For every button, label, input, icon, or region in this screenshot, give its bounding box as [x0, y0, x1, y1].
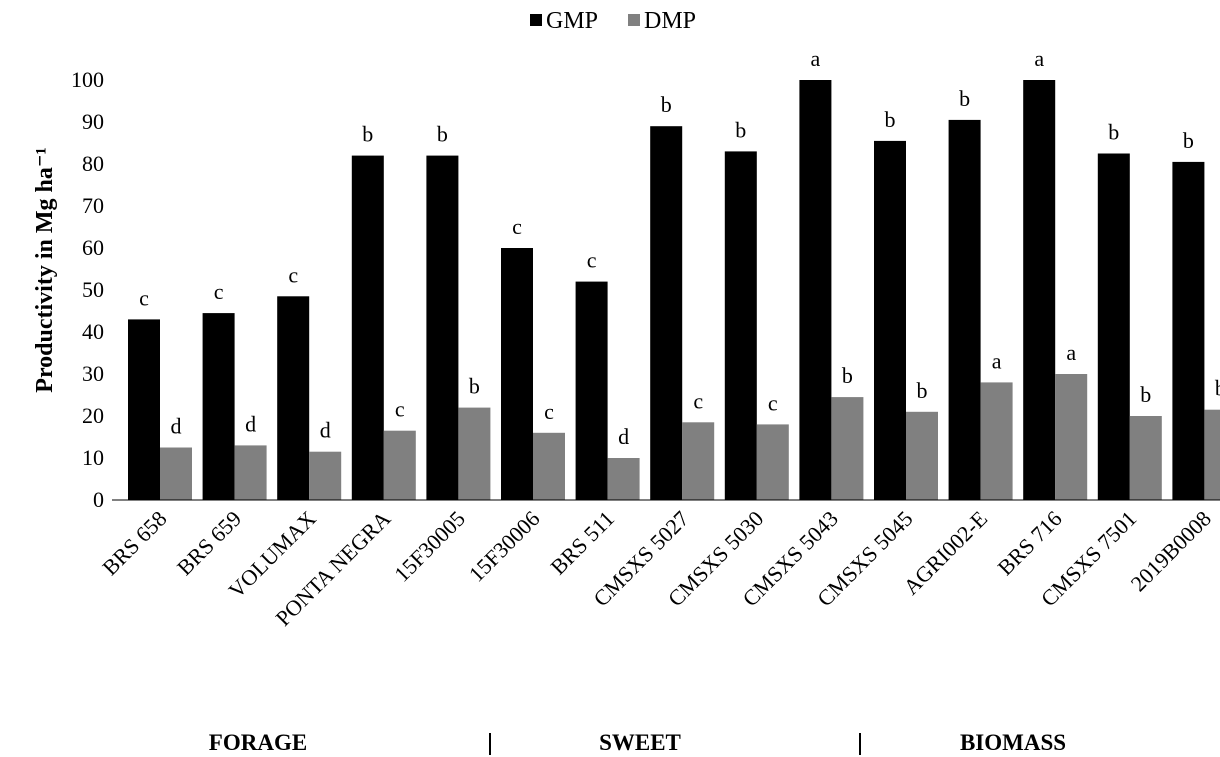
- bar-gmp: [277, 296, 310, 500]
- significance-letter: c: [512, 214, 522, 239]
- legend-swatch-dmp: [628, 14, 640, 26]
- bars: [128, 80, 1220, 501]
- significance-letter: b: [735, 117, 746, 142]
- y-axis-ticks: 0 10 20 30 40 50 60 70 80 90 100: [71, 67, 104, 512]
- significance-letter: a: [1034, 46, 1044, 71]
- y-tick-label: 90: [82, 109, 104, 134]
- bar-gmp: [575, 281, 608, 500]
- bar-dmp: [160, 447, 192, 500]
- significance-letter: b: [959, 86, 970, 111]
- group-separator: [859, 733, 861, 755]
- significance-letter: a: [811, 46, 821, 71]
- category-label: 15F30005: [389, 506, 470, 587]
- bar-gmp: [948, 119, 981, 501]
- significance-letter: c: [544, 399, 554, 424]
- bar-gmp: [874, 140, 906, 500]
- legend: GMP DMP: [530, 8, 696, 34]
- significance-labels: c d c d c d b c b b c c c d b c b c a b b b b a a a b b b b: [139, 46, 1220, 449]
- significance-letter: b: [1183, 128, 1194, 153]
- y-tick-label: 40: [82, 319, 104, 344]
- bar-dmp: [980, 382, 1013, 500]
- significance-letter: c: [139, 285, 149, 310]
- legend-label-dmp: DMP: [644, 8, 696, 34]
- significance-letter: d: [320, 418, 331, 443]
- bar-gmp: [202, 313, 235, 500]
- category-label: BRS 716: [992, 506, 1066, 580]
- significance-letter: d: [618, 424, 629, 449]
- significance-letter: b: [469, 374, 480, 399]
- bar-gmp: [501, 248, 533, 500]
- y-tick-label: 50: [82, 277, 104, 302]
- significance-letter: b: [1215, 376, 1220, 401]
- bar-dmp: [831, 397, 864, 500]
- group-label-sweet: SWEET: [599, 730, 681, 755]
- bar-dmp: [383, 430, 416, 500]
- y-tick-label: 70: [82, 193, 104, 218]
- bar-dmp: [756, 424, 789, 500]
- bar-dmp: [309, 451, 342, 500]
- significance-letter: b: [1140, 382, 1151, 407]
- group-label-forage: FORAGE: [208, 730, 308, 755]
- category-label: BRS 658: [97, 506, 171, 580]
- significance-letter: b: [885, 107, 896, 132]
- y-tick-label: 60: [82, 235, 104, 260]
- significance-letter: c: [395, 397, 405, 422]
- category-label: BRS 659: [172, 506, 246, 580]
- bar-gmp: [128, 319, 160, 500]
- significance-letter: c: [214, 279, 224, 304]
- significance-letter: a: [992, 348, 1002, 373]
- y-tick-label: 80: [82, 151, 104, 176]
- bar-dmp: [1129, 416, 1162, 500]
- legend-label-gmp: GMP: [546, 8, 598, 34]
- bar-gmp: [351, 155, 384, 500]
- bar-dmp: [234, 445, 267, 500]
- bar-dmp: [458, 407, 491, 500]
- y-axis-label: Productivity in Mg ha⁻¹: [32, 147, 58, 392]
- bar-dmp: [1055, 374, 1088, 500]
- bar-dmp: [533, 432, 565, 500]
- significance-letter: b: [842, 363, 853, 388]
- category-label: BRS 511: [545, 506, 619, 580]
- bar-dmp: [1204, 409, 1220, 500]
- bar-gmp: [724, 151, 757, 500]
- significance-letter: c: [288, 262, 298, 287]
- significance-letter: b: [917, 378, 928, 403]
- significance-letter: c: [768, 390, 778, 415]
- bar-gmp: [799, 80, 832, 500]
- significance-letter: d: [171, 414, 182, 439]
- legend-swatch-gmp: [530, 14, 542, 26]
- bar-gmp: [1172, 161, 1205, 500]
- bar-dmp: [906, 411, 938, 500]
- group-label-biomass: BIOMASS: [959, 730, 1067, 755]
- category-label: 15F30006: [464, 506, 545, 587]
- significance-letter: a: [1066, 340, 1076, 365]
- bar-gmp: [426, 155, 459, 500]
- category-label: 2019B0008: [1126, 506, 1216, 596]
- significance-letter: c: [693, 388, 703, 413]
- y-tick-label: 100: [71, 67, 104, 92]
- y-tick-label: 30: [82, 361, 104, 386]
- bar-gmp: [1097, 153, 1130, 500]
- y-tick-label: 20: [82, 403, 104, 428]
- significance-letter: d: [245, 411, 256, 436]
- significance-letter: b: [437, 122, 448, 147]
- bar-dmp: [607, 458, 640, 500]
- y-tick-label: 10: [82, 445, 104, 470]
- bar-gmp: [650, 126, 683, 500]
- group-separator: [489, 733, 491, 755]
- bar-dmp: [682, 422, 715, 500]
- significance-letter: b: [362, 122, 373, 147]
- bar-gmp: [1023, 80, 1056, 500]
- y-tick-label: 0: [93, 487, 104, 512]
- significance-letter: c: [587, 248, 597, 273]
- significance-letter: b: [1108, 120, 1119, 145]
- significance-letter: b: [661, 92, 672, 117]
